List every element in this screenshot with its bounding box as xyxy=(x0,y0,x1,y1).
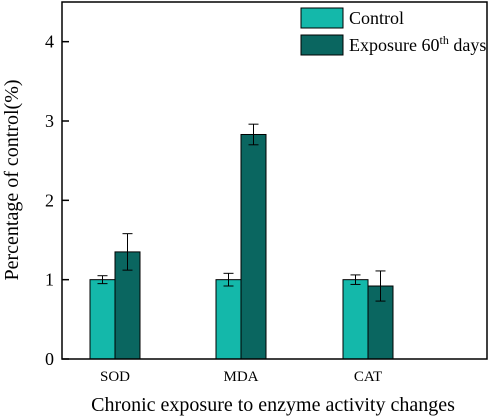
y-tick-label: 3 xyxy=(45,111,54,131)
y-axis-ticks: 0 1 2 3 4 xyxy=(45,32,69,369)
y-tick-label: 2 xyxy=(45,190,54,210)
y-tick-label: 4 xyxy=(45,32,54,52)
x-category-labels: SOD MDA CAT xyxy=(100,369,382,385)
plot-frame xyxy=(61,1,488,360)
svg-text:Exposure 60th days: Exposure 60th days xyxy=(349,33,486,55)
y-tick-label: 1 xyxy=(45,270,54,290)
category-label-mda: MDA xyxy=(223,369,258,385)
bars xyxy=(89,133,394,360)
category-label-sod: SOD xyxy=(100,369,130,385)
legend-label-exposure-superscript: th xyxy=(439,33,448,47)
bar-mda-series-1 xyxy=(240,133,267,360)
legend-swatch-control xyxy=(300,7,344,29)
y-axis-title: Percentage of control(%) xyxy=(1,79,23,280)
legend-label-control: Control xyxy=(349,8,404,28)
svg-text:Control: Control xyxy=(349,8,404,28)
legend-label-exposure: Exposure 60 xyxy=(349,35,439,55)
legend: Control Exposure 60th days xyxy=(300,7,486,56)
category-label-cat: CAT xyxy=(354,369,382,385)
bar-cat-series-0 xyxy=(342,279,369,360)
y-tick-label: 0 xyxy=(45,349,54,369)
x-axis-title: Chronic exposure to enzyme activity chan… xyxy=(91,394,455,416)
error-bars xyxy=(97,123,386,302)
bar-mda-series-0 xyxy=(215,279,242,360)
bar-sod-series-0 xyxy=(89,279,116,360)
legend-label-exposure-suffix: days xyxy=(449,35,487,55)
legend-swatch-exposure xyxy=(300,34,344,56)
